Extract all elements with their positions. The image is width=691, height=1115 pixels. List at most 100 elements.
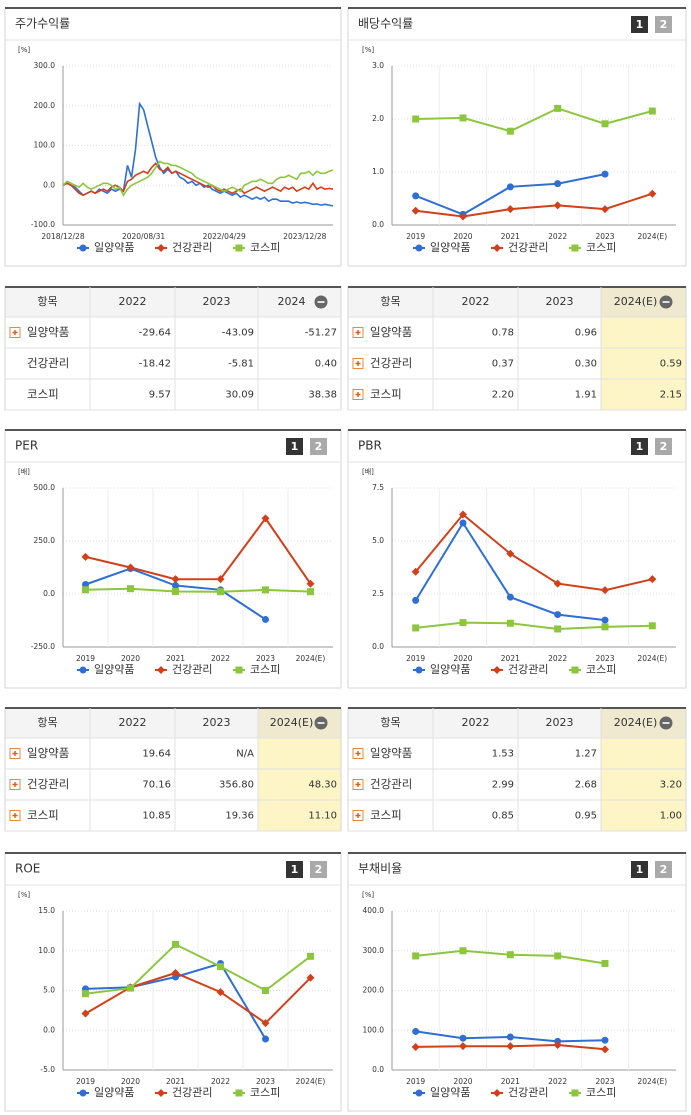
unit-label: [배] <box>362 467 374 476</box>
series-line <box>85 516 312 585</box>
data-point <box>126 563 135 572</box>
legend-marker <box>415 244 423 252</box>
cell: N/A <box>236 749 254 760</box>
table-header: 항목 <box>37 716 57 729</box>
data-point <box>81 1009 90 1018</box>
page-button[interactable] <box>310 861 327 878</box>
page-button[interactable] <box>286 861 303 878</box>
x-tick-label: 2023 <box>256 1077 275 1086</box>
x-tick-label: 2020 <box>121 1077 140 1086</box>
page-button-label: 2 <box>660 440 668 453</box>
chart-title: 배당수익률 <box>358 17 413 31</box>
x-tick-label: 2020 <box>453 654 472 663</box>
cell: 2.68 <box>575 780 597 791</box>
legend-label: 일양약품 <box>94 662 134 676</box>
y-tick-label: -5.0 <box>40 1065 55 1074</box>
data-point <box>262 987 269 994</box>
cell: 0.37 <box>492 359 514 370</box>
cell: 2.99 <box>492 780 514 791</box>
x-tick-label: 2020 <box>121 654 140 663</box>
legend-label: 일양약품 <box>430 1085 470 1099</box>
legend-label: 일양약품 <box>94 1085 134 1099</box>
data-point <box>262 586 269 594</box>
legend-label: 건강관리 <box>508 1086 548 1099</box>
x-tick-label: 2021 <box>166 654 185 663</box>
cell: -18.42 <box>139 359 171 370</box>
page-button[interactable] <box>631 438 648 455</box>
x-tick-label: 2020 <box>453 1077 472 1086</box>
page-button[interactable] <box>286 438 303 455</box>
x-tick-label: 2024(E) <box>637 1077 667 1086</box>
cell: 0.85 <box>492 811 514 822</box>
page-button[interactable] <box>631 16 648 33</box>
legend-label: 코스피 <box>250 241 280 254</box>
data-point <box>412 952 420 960</box>
expand-icon-plus <box>355 392 361 397</box>
x-tick-label: 2021 <box>501 232 520 241</box>
data-point <box>601 623 609 631</box>
cell: 70.16 <box>142 780 171 791</box>
y-tick-label: 300.0 <box>363 946 385 955</box>
page-button[interactable] <box>631 861 648 878</box>
y-tick-label: -100.0 <box>31 220 55 229</box>
data-point <box>601 120 609 128</box>
cell: 1.91 <box>575 390 597 401</box>
data-point <box>412 596 420 604</box>
x-tick-label: 2022/04/29 <box>203 232 246 241</box>
page-button-label: 2 <box>660 18 668 31</box>
cell: 2.15 <box>660 390 682 401</box>
y-tick-label: 100.0 <box>34 141 56 150</box>
legend-marker <box>493 1089 501 1097</box>
page-button[interactable] <box>655 16 672 33</box>
legend-marker <box>571 666 579 674</box>
row-label: 건강관리 <box>370 777 412 791</box>
cell: 0.95 <box>575 811 597 822</box>
data-point <box>506 1042 515 1051</box>
data-point <box>411 206 420 215</box>
data-point <box>411 567 420 576</box>
panel <box>4 7 342 267</box>
row-label: 건강관리 <box>27 356 69 370</box>
cell: 1.53 <box>492 749 514 760</box>
cell: 0.96 <box>575 328 597 339</box>
row-label: 코스피 <box>370 387 402 401</box>
data-point <box>412 624 420 632</box>
y-tick-label: 500.0 <box>34 483 56 492</box>
page-button[interactable] <box>655 438 672 455</box>
x-tick-label: 2018/12/28 <box>41 232 84 241</box>
legend-marker <box>235 666 243 674</box>
legend-label: 건강관리 <box>508 241 548 254</box>
x-tick-label: 2023 <box>595 1077 614 1086</box>
page-button[interactable] <box>310 438 327 455</box>
data-point <box>306 579 315 588</box>
unit-label: [배] <box>18 467 30 476</box>
data-point <box>171 969 180 978</box>
data-point <box>601 616 609 624</box>
cell: 9.57 <box>149 390 171 401</box>
cell: 19.36 <box>225 811 254 822</box>
data-point <box>217 588 224 596</box>
data-point <box>506 1033 514 1041</box>
legend-marker <box>415 666 423 674</box>
y-tick-label: 250.0 <box>34 536 56 545</box>
data-point <box>506 619 514 627</box>
page-button[interactable] <box>655 861 672 878</box>
x-tick-label: 2023 <box>595 232 614 241</box>
legend-label: 건강관리 <box>172 663 212 676</box>
x-tick-label: 2019 <box>406 654 425 663</box>
legend-marker <box>415 1089 423 1097</box>
data-point <box>459 619 467 627</box>
legend-marker <box>79 244 87 252</box>
data-point <box>459 212 467 221</box>
y-tick-label: 1.0 <box>372 167 384 176</box>
data-point <box>306 973 315 982</box>
data-point <box>82 586 89 594</box>
data-point <box>554 611 562 619</box>
data-point <box>261 1019 270 1028</box>
legend-label: 건강관리 <box>172 241 212 254</box>
table-header-bg <box>5 287 341 317</box>
cell: 11.10 <box>308 811 337 822</box>
legend-marker <box>157 666 165 674</box>
data-point <box>459 1042 467 1051</box>
